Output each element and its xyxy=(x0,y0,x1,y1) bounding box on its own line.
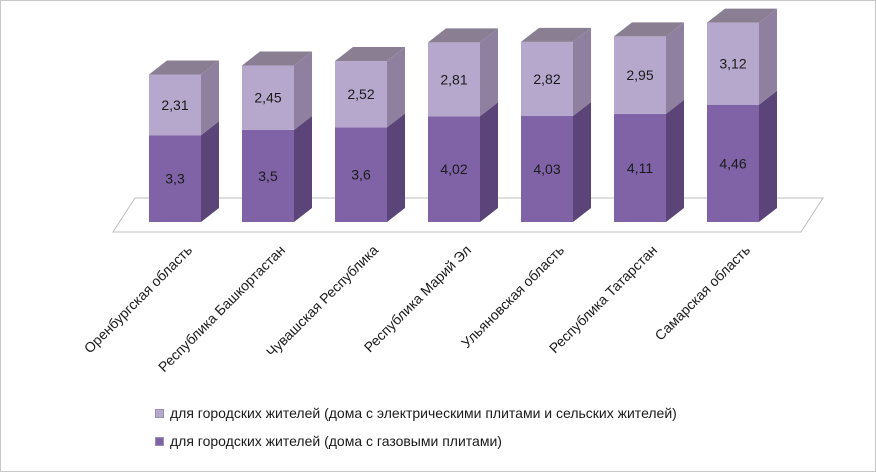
bar-gas-4 xyxy=(521,116,573,222)
bar-top-1 xyxy=(242,51,312,66)
data-label-gas-4: 4,03 xyxy=(533,161,560,177)
bar-side-electric-6 xyxy=(759,8,777,105)
category-label-5: Республика Татарстан xyxy=(546,242,660,356)
bar-side-gas-3 xyxy=(480,102,498,222)
bar-side-gas-5 xyxy=(666,99,684,222)
bar-side-gas-0 xyxy=(201,121,219,222)
bar-side-gas-6 xyxy=(759,90,777,223)
data-label-gas-6: 4,46 xyxy=(719,155,746,171)
data-label-electric-2: 2,52 xyxy=(347,86,374,102)
data-label-electric-1: 2,45 xyxy=(254,90,281,106)
data-label-gas-1: 3,5 xyxy=(258,168,278,184)
data-label-gas-3: 4,02 xyxy=(440,161,467,177)
bar-gas-1 xyxy=(242,129,294,222)
bar-top-5 xyxy=(614,22,684,37)
bar-top-4 xyxy=(521,27,591,42)
category-label-6: Самарская область xyxy=(651,242,753,344)
data-label-gas-2: 3,6 xyxy=(351,167,371,183)
bar-side-electric-1 xyxy=(294,51,312,130)
bar-gas-5 xyxy=(614,113,666,222)
legend: для городских жителей (дома с электричес… xyxy=(155,399,677,455)
bar-gas-3 xyxy=(428,116,480,222)
data-label-electric-3: 2,81 xyxy=(440,71,467,87)
bar-electric-2 xyxy=(335,61,387,128)
category-label-0: Оренбургская область xyxy=(81,242,195,356)
bar-side-electric-5 xyxy=(666,22,684,114)
bar-side-electric-3 xyxy=(480,28,498,117)
category-label-4: Ульяновская область xyxy=(458,242,567,351)
bar-side-electric-0 xyxy=(201,60,219,136)
bar-side-gas-2 xyxy=(387,113,405,222)
bar-side-gas-1 xyxy=(294,115,312,222)
data-label-electric-0: 2,31 xyxy=(161,97,188,113)
bar-electric-1 xyxy=(242,65,294,130)
category-label-3: Республика Марий Эл xyxy=(361,242,474,355)
bar-electric-4 xyxy=(521,41,573,117)
data-label-gas-0: 3,3 xyxy=(165,171,185,187)
bar-top-6 xyxy=(707,8,777,23)
data-label-gas-5: 4,11 xyxy=(627,160,653,176)
bar-electric-5 xyxy=(614,36,666,114)
bar-side-gas-4 xyxy=(573,102,591,222)
bar-electric-3 xyxy=(428,42,480,117)
bar-electric-6 xyxy=(707,22,759,105)
bar-gas-0 xyxy=(149,135,201,222)
data-label-electric-6: 3,12 xyxy=(719,56,746,72)
legend-label-electric: для городских жителей (дома с электричес… xyxy=(170,405,677,421)
bar-gas-2 xyxy=(335,127,387,222)
legend-swatch-electric xyxy=(155,408,164,418)
bar-top-0 xyxy=(149,60,219,75)
legend-label-gas: для городских жителей (дома с газовыми п… xyxy=(170,433,502,449)
legend-swatch-gas xyxy=(155,436,164,446)
bar-side-electric-2 xyxy=(387,47,405,128)
legend-item-electric: для городских жителей (дома с электричес… xyxy=(155,399,677,427)
bar-electric-0 xyxy=(149,74,201,136)
data-label-electric-4: 2,82 xyxy=(533,71,560,87)
bar-top-2 xyxy=(335,47,405,62)
data-label-electric-5: 2,95 xyxy=(626,67,653,83)
bar-side-electric-4 xyxy=(573,27,591,117)
bar-gas-6 xyxy=(707,104,759,222)
legend-item-gas: для городских жителей (дома с газовыми п… xyxy=(155,427,677,455)
bar-top-3 xyxy=(428,28,498,43)
